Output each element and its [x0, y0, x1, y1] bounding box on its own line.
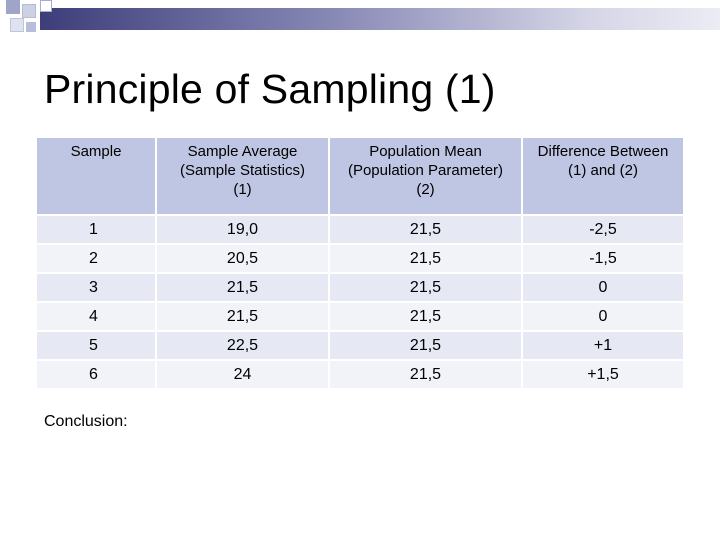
cell-population-mean: 21,5 — [330, 274, 523, 303]
table-row: 5 22,5 21,5 +1 — [37, 332, 683, 361]
cell-difference: +1,5 — [523, 361, 683, 390]
cell-population-mean: 21,5 — [330, 332, 523, 361]
table-row: 2 20,5 21,5 -1,5 — [37, 245, 683, 274]
cell-sample-average: 21,5 — [157, 274, 330, 303]
cell-population-mean: 21,5 — [330, 245, 523, 274]
cell-sample-average: 24 — [157, 361, 330, 390]
decorative-top-bar — [40, 8, 720, 30]
cell-sample-average: 19,0 — [157, 216, 330, 245]
header-difference: Difference Between (1) and (2) — [523, 138, 683, 216]
header-sample: Sample — [37, 138, 157, 216]
cell-sample: 2 — [37, 245, 157, 274]
slide-title: Principle of Sampling (1) — [44, 66, 496, 112]
header-sample-average: Sample Average (Sample Statistics) (1) — [157, 138, 330, 216]
table-row: 3 21,5 21,5 0 — [37, 274, 683, 303]
cell-difference: -1,5 — [523, 245, 683, 274]
cell-sample: 6 — [37, 361, 157, 390]
cell-sample-average: 21,5 — [157, 303, 330, 332]
cell-sample: 4 — [37, 303, 157, 332]
table-row: 1 19,0 21,5 -2,5 — [37, 216, 683, 245]
table-row: 4 21,5 21,5 0 — [37, 303, 683, 332]
cell-sample: 1 — [37, 216, 157, 245]
conclusion-label: Conclusion: — [44, 413, 128, 430]
cell-difference: 0 — [523, 274, 683, 303]
cell-population-mean: 21,5 — [330, 216, 523, 245]
header-population-mean: Population Mean (Population Parameter) (… — [330, 138, 523, 216]
cell-sample: 3 — [37, 274, 157, 303]
decorative-corner-squares — [0, 0, 60, 50]
cell-population-mean: 21,5 — [330, 303, 523, 332]
cell-population-mean: 21,5 — [330, 361, 523, 390]
cell-difference: +1 — [523, 332, 683, 361]
cell-sample-average: 20,5 — [157, 245, 330, 274]
cell-difference: -2,5 — [523, 216, 683, 245]
table-row: 6 24 21,5 +1,5 — [37, 361, 683, 390]
table-header-row: Sample Sample Average (Sample Statistics… — [37, 138, 683, 216]
cell-difference: 0 — [523, 303, 683, 332]
cell-sample-average: 22,5 — [157, 332, 330, 361]
sampling-table: Sample Sample Average (Sample Statistics… — [37, 138, 683, 390]
cell-sample: 5 — [37, 332, 157, 361]
